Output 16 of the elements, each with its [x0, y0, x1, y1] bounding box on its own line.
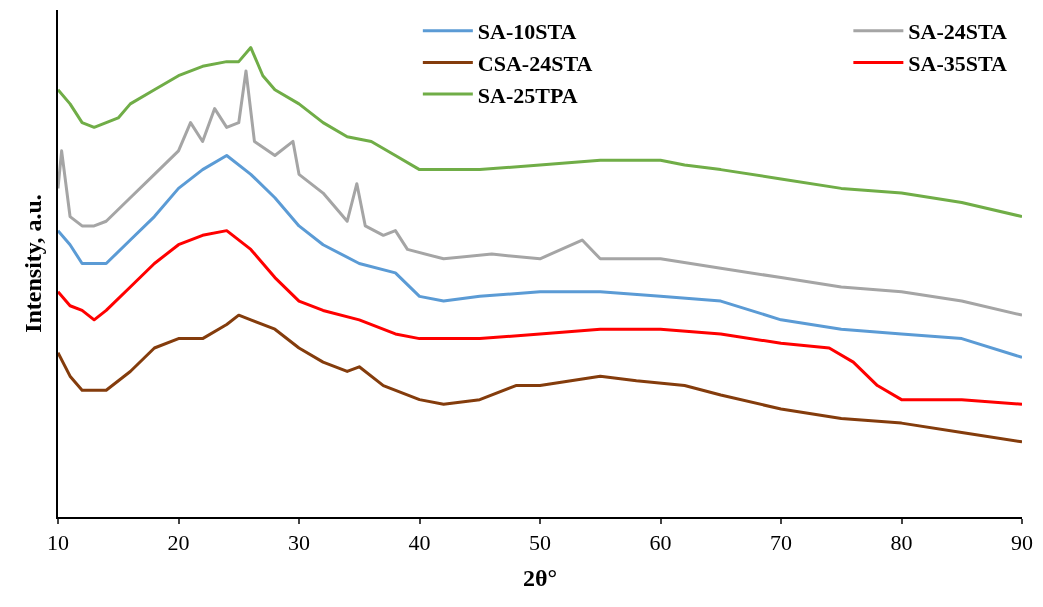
- x-tick-label: 40: [408, 530, 431, 556]
- legend-label: SA-35STA: [908, 50, 1008, 76]
- y-axis-title: Intensity, a.u.: [19, 194, 46, 333]
- legend-label: SA-24STA: [908, 19, 1008, 45]
- x-tick-label: 20: [167, 530, 190, 556]
- legend-label: CSA-24STA: [477, 50, 593, 76]
- legend-label: SA-10STA: [477, 19, 577, 45]
- x-tick-label: 50: [529, 530, 551, 556]
- legend-label: SA-25TPA: [477, 82, 578, 108]
- x-tick-label: 30: [288, 530, 310, 556]
- x-tick-label: 10: [47, 530, 69, 556]
- x-tick-label: 60: [649, 530, 672, 556]
- x-axis-title: 2θ°: [522, 564, 558, 591]
- x-tick-label: 80: [890, 530, 913, 556]
- x-tick-label: 90: [1011, 530, 1033, 556]
- x-tick-label: 70: [770, 530, 792, 556]
